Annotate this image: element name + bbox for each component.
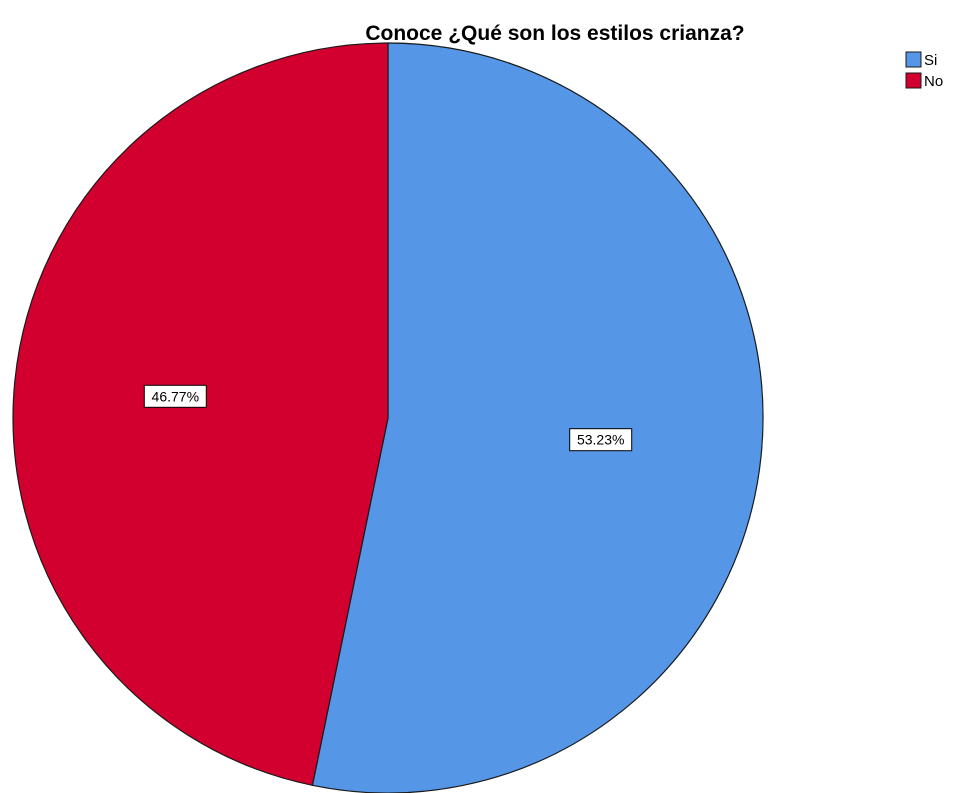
data-label-no: 46.77% — [143, 384, 207, 408]
pie-slice-no — [12, 42, 389, 787]
chart-title: Conoce ¿Qué son los estilos crianza? — [365, 22, 744, 45]
legend-swatch-si — [905, 51, 922, 68]
pie-data-labels: 53.23% 46.77% — [143, 384, 633, 452]
data-label-box — [143, 384, 207, 408]
legend-label-si: Si — [924, 52, 937, 69]
legend: Si No — [905, 51, 943, 90]
pie-slices — [12, 42, 764, 793]
data-label-si: 53.23% — [569, 428, 633, 452]
data-label-text: 53.23% — [577, 432, 624, 448]
data-label-box — [569, 428, 633, 452]
legend-label-no: No — [924, 73, 943, 90]
data-label-text: 46.77% — [152, 388, 199, 404]
legend-swatch-no — [905, 72, 922, 89]
pie-slice-si — [311, 42, 764, 793]
